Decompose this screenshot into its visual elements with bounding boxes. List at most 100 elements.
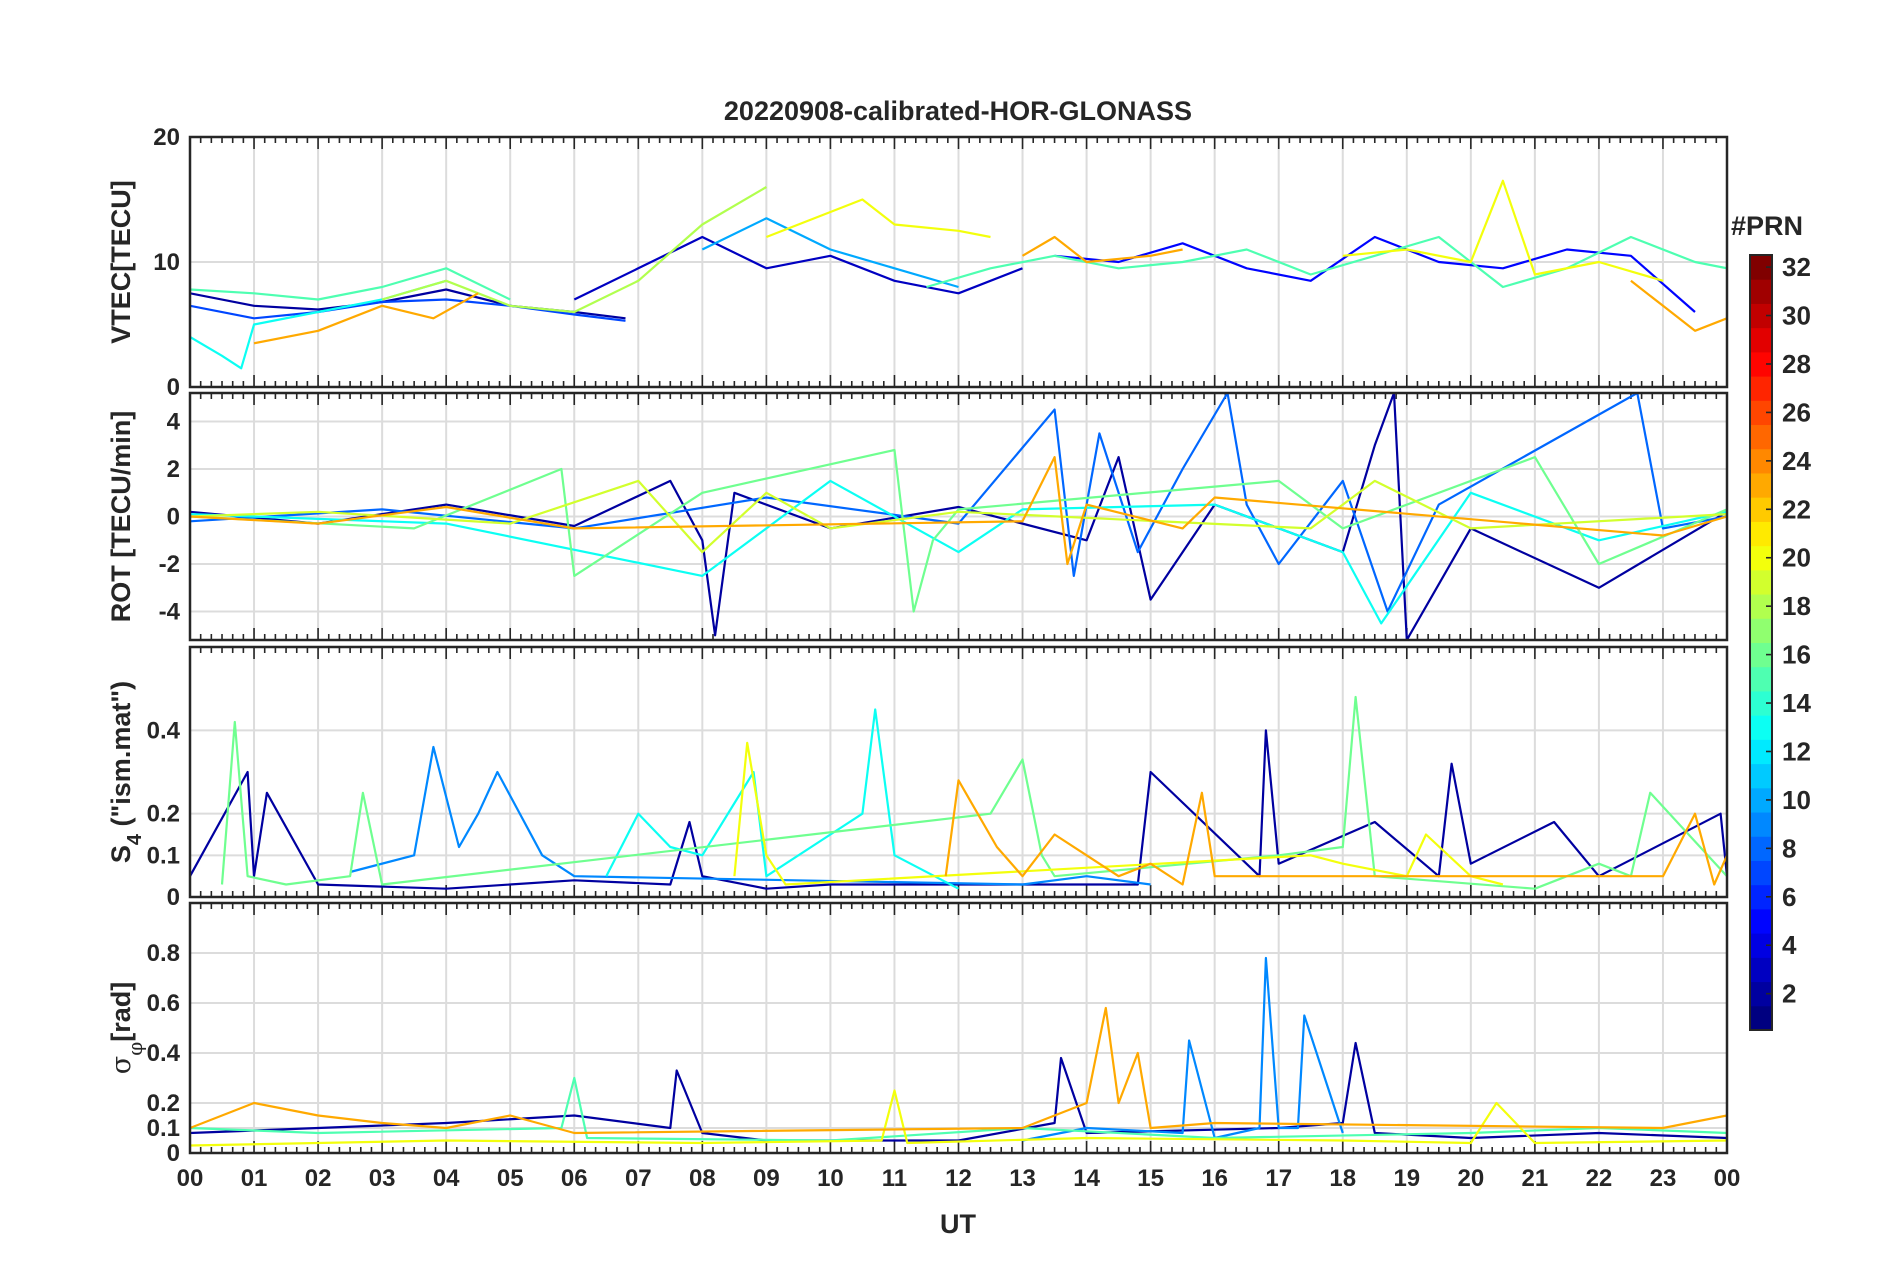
series-line-prn-23 — [944, 779, 1727, 886]
x-tick-label: 22 — [1586, 1165, 1613, 1192]
colorbar-segment — [1750, 642, 1772, 668]
panel-vtec: 0 10 20 VTEC[TECU] — [106, 124, 1729, 401]
series-line-prn-20 — [765, 198, 991, 239]
y-tick-label: 0.1 — [147, 1115, 180, 1142]
y-tick-label: 2 — [167, 456, 180, 483]
colorbar-segment — [1750, 303, 1772, 329]
y-tick-label: 0 — [167, 504, 180, 531]
colorbar-segment — [1750, 448, 1772, 474]
x-tick-label: 05 — [497, 1165, 524, 1192]
series-line-prn-13 — [190, 479, 1727, 625]
colorbar-segment — [1750, 763, 1772, 789]
axes-frame — [188, 135, 1729, 389]
colorbar-tick-label: 6 — [1782, 882, 1796, 912]
colorbar-tick-label: 2 — [1782, 979, 1796, 1009]
panel-sigma_phi: 00.10.2 0.4 0.6 0.8σφ[rad] 00 01 02 03 04 05 06 07 0… — [106, 901, 1740, 1192]
colorbar-segment — [1750, 424, 1772, 450]
x-tick-label: 20 — [1457, 1165, 1484, 1192]
colorbar-tick-label: 20 — [1782, 543, 1811, 573]
y-tick-label: 0.2 — [147, 801, 180, 828]
y-axis-label: S4 ("ism.mat") — [106, 681, 146, 863]
x-tick-label: 13 — [1009, 1165, 1036, 1192]
series-line-prn-23 — [190, 1006, 1727, 1135]
colorbar-segment — [1750, 1005, 1772, 1031]
x-tick-label: 08 — [689, 1165, 716, 1192]
colorbar-segment — [1750, 521, 1772, 547]
colorbar-segment — [1750, 957, 1772, 983]
y-tick-label: 0 — [167, 1140, 180, 1167]
x-tick-label: 04 — [433, 1165, 460, 1192]
y-axis-label: σφ[rad] — [106, 982, 147, 1074]
y-tick-label: 0.4 — [147, 717, 181, 744]
series-line-prn-7 — [190, 298, 626, 322]
y-tick-label: 0.4 — [147, 1040, 181, 1067]
colorbar-segment — [1750, 376, 1772, 401]
series-line-prn-20 — [1342, 179, 1664, 282]
x-tick-label: 18 — [1329, 1165, 1356, 1192]
colorbar-segment — [1750, 908, 1772, 934]
y-tick-label: 0.1 — [147, 842, 180, 869]
axes-frame — [188, 901, 1729, 1155]
x-tick-label: 02 — [305, 1165, 332, 1192]
colorbar-tick-label: 24 — [1782, 446, 1811, 476]
series-line-prn-2 — [190, 393, 1727, 640]
x-tick-label: 06 — [561, 1165, 588, 1192]
colorbar-frame — [1749, 254, 1773, 1031]
series-line-prn-13 — [605, 708, 960, 890]
x-tick-label: 01 — [241, 1165, 268, 1192]
colorbar-segment — [1750, 497, 1772, 522]
x-tick-label: 17 — [1265, 1165, 1292, 1192]
x-tick-label: 00 — [177, 1165, 204, 1192]
colorbar-segment — [1750, 787, 1772, 813]
series-line-prn-16 — [220, 695, 1727, 890]
x-tick-label: 10 — [817, 1165, 844, 1192]
colorbar-segment — [1750, 472, 1772, 498]
y-tick-label: -2 — [159, 551, 180, 578]
y-axis-label: ROT [TECU/min] — [106, 411, 136, 622]
y-tick-label: 0 — [167, 374, 180, 401]
y-tick-label: 0.2 — [147, 1090, 180, 1117]
colorbar-tick-label: 12 — [1782, 736, 1811, 766]
x-tick-label: 12 — [945, 1165, 972, 1192]
colorbar-segment — [1750, 836, 1772, 861]
series-group — [190, 695, 1727, 890]
colorbar-segment — [1750, 860, 1772, 886]
series-line-prn-18 — [381, 186, 767, 314]
colorbar-segment — [1750, 351, 1772, 377]
series-line-prn-23 — [190, 456, 1727, 566]
colorbar-tick-label: 32 — [1782, 252, 1811, 282]
colorbar-label: #PRN — [1731, 211, 1803, 241]
y-axis-label: VTEC[TECU] — [106, 180, 136, 344]
axes-frame — [188, 645, 1729, 899]
colorbar-tick-label: 4 — [1782, 930, 1797, 960]
colorbar-segment — [1750, 884, 1772, 910]
series-line-prn-15 — [190, 267, 511, 301]
series-line-prn-9 — [349, 745, 1151, 886]
y-tick-label: 20 — [153, 124, 180, 151]
series-line-prn-10 — [701, 217, 959, 289]
colorbar-tick-label: 18 — [1782, 591, 1811, 621]
colorbar-segment — [1750, 690, 1772, 716]
axes-frame — [188, 391, 1729, 642]
colorbar-tick-label: 30 — [1782, 301, 1811, 331]
y-tick-label: -4 — [159, 599, 181, 626]
series-line-prn-9 — [1022, 956, 1344, 1142]
colorbar-tick-label: 8 — [1782, 833, 1796, 863]
series-line-prn-20 — [190, 1089, 1727, 1147]
colorbar-segment — [1750, 400, 1772, 426]
x-tick-label: 23 — [1650, 1165, 1677, 1192]
x-tick-label: 14 — [1073, 1165, 1100, 1192]
colorbar-segment — [1750, 594, 1772, 619]
y-tick-label: 10 — [153, 249, 180, 276]
x-axis-label: UT — [940, 1209, 976, 1239]
series-line-prn-23 — [1021, 235, 1183, 264]
colorbar-segment — [1750, 255, 1772, 280]
colorbar-segment — [1750, 981, 1772, 1007]
colorbar-segment — [1750, 715, 1772, 740]
series-group — [190, 179, 1727, 370]
series-line-prn-8 — [190, 393, 1727, 613]
colorbar-tick-label: 26 — [1782, 397, 1811, 427]
